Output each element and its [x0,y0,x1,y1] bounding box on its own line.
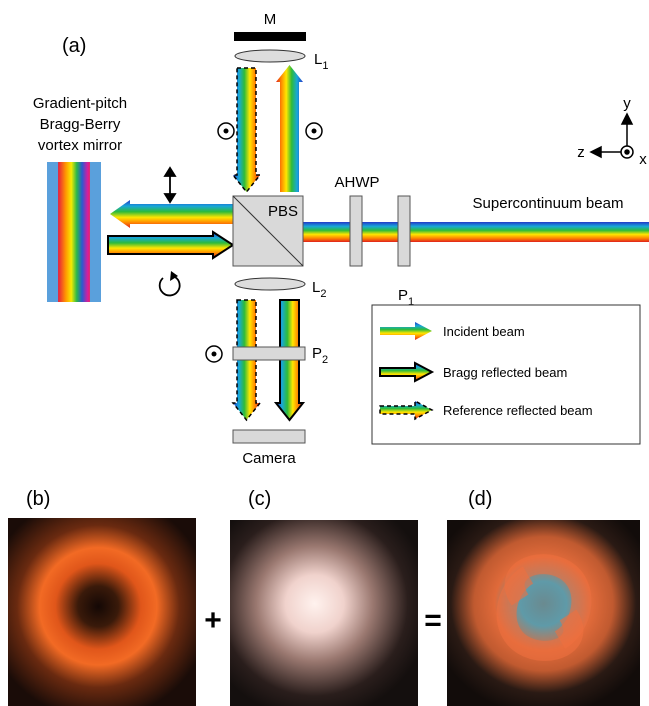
label-base: L [314,51,322,68]
polarizer [233,347,305,360]
mirror [234,32,306,41]
component-label: AHWP [335,174,380,191]
incident-arrow [110,200,233,228]
axis-label: y [623,95,631,112]
bragg-arrow [108,232,233,258]
polarization-dot [206,346,222,362]
component-label: PBS [268,203,298,220]
polarization-dot [306,123,322,139]
panel-label: (b) [26,488,50,510]
intensity-image [447,520,640,706]
polarization-dot [218,123,234,139]
operator: = [424,604,442,637]
incident-arrow [276,65,303,192]
intensity-image [230,520,418,706]
label-base: P [398,287,408,304]
panel-label: (d) [468,488,492,510]
label-sub: 2 [320,288,326,300]
axis-label: z [577,144,585,161]
label-base: P [312,345,322,362]
panel-label: (c) [248,488,271,510]
operator: + [204,604,222,637]
camera [233,430,305,443]
legend-label: Incident beam [443,324,525,339]
label-sub: 1 [322,60,328,72]
vortex-mirror [47,162,101,302]
legend-label: Bragg reflected beam [443,365,567,380]
panel-label: (a) [62,35,86,57]
component-label: M [264,11,277,28]
mirror-label: Bragg-Berry [40,116,121,133]
beam-label: Supercontinuum beam [473,195,624,212]
component-label: P2 [312,345,328,366]
mirror-label: Gradient-pitch [33,95,127,112]
polarizer [398,196,410,266]
figure: (a) M L1 Gradient-pitch Bragg-Berry vort… [0,0,649,706]
component-label: L1 [314,51,328,72]
mirror-label: vortex mirror [38,137,122,154]
intensity-image [8,518,196,706]
ahwp [350,196,362,266]
component-label: L2 [312,279,326,300]
component-label: Camera [242,450,296,467]
lens [235,278,305,290]
coordinate-axes [591,114,633,158]
linear-polarization [165,168,175,202]
legend-label: Reference reflected beam [443,403,593,418]
reference-arrow [233,68,260,192]
lens [235,50,305,62]
label-sub: 2 [322,354,328,366]
axis-label: x [639,151,647,168]
label-base: L [312,279,320,296]
circular-polarization [160,271,180,295]
